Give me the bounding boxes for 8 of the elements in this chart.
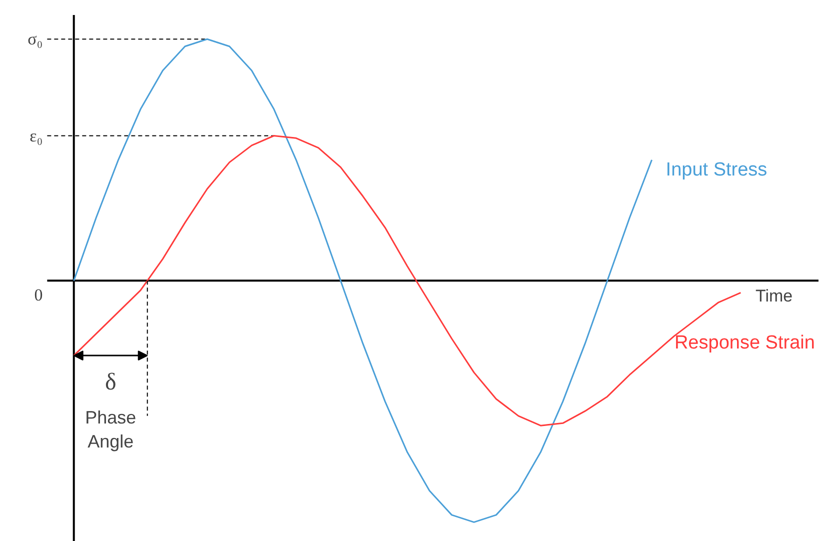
- annotation: Phase Angle: [85, 408, 136, 452]
- series-label: Input Stress: [666, 159, 768, 180]
- ref-line-label: ε₀: [30, 126, 43, 146]
- series-label: Response Strain: [674, 332, 815, 354]
- annotation: δ: [104, 370, 116, 396]
- ref-line-label: σ₀: [28, 30, 43, 49]
- x-axis-title: Time: [755, 286, 793, 306]
- ref-line-label: 0: [34, 286, 43, 305]
